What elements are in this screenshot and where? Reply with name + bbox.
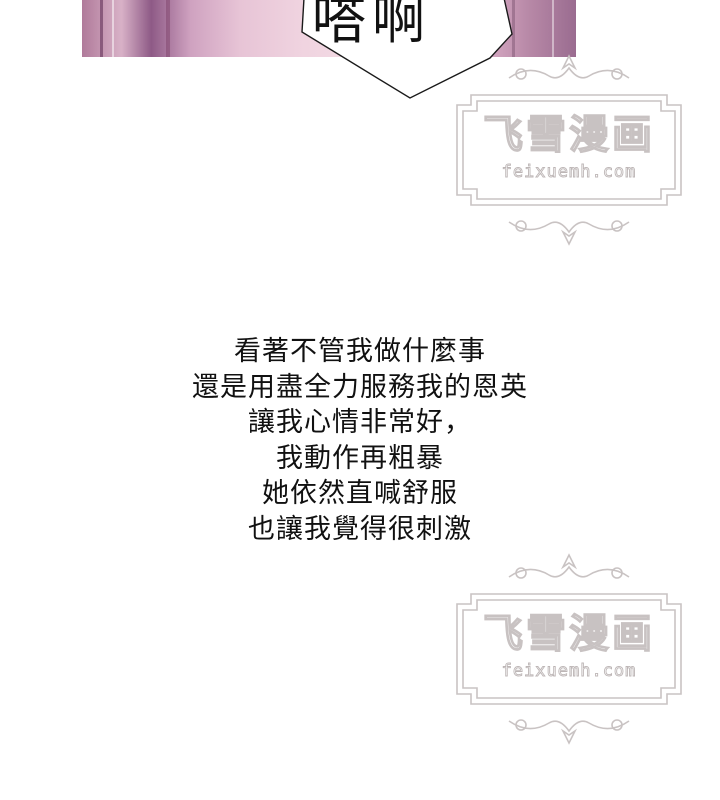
- narration-line: 讓我心情非常好，: [248, 407, 472, 438]
- panel-curtain-stripe: [512, 0, 515, 57]
- watermark-url: feixuemh.com: [501, 661, 637, 682]
- narration-line: 也讓我覺得很刺激: [248, 513, 472, 545]
- narration-line: 還是用盡全力服務我的恩英: [192, 371, 528, 403]
- sfx-text: 嗒啊: [312, 0, 432, 51]
- panel-curtain-stripe: [166, 0, 170, 57]
- panel-curtain-stripe: [552, 0, 554, 57]
- narration-line: 看著不管我做什麼事: [234, 336, 486, 367]
- speech-bubble-shape: [301, 0, 513, 99]
- watermark-title: 飞雪漫画: [482, 111, 655, 158]
- watermark-frame: [456, 54, 682, 246]
- panel-curtain-stripe: [112, 0, 114, 57]
- watermark: 飞雪漫画 feixuemh.com: [449, 549, 689, 749]
- watermark-url: feixuemh.com: [501, 162, 637, 183]
- watermark: 飞雪漫画 feixuemh.com: [449, 50, 689, 250]
- narration-line: 我動作再粗暴: [276, 442, 444, 474]
- narration-box: 看著不管我做什麼事 還是用盡全力服務我的恩英 讓我心情非常好， 我動作再粗暴 她…: [100, 334, 620, 547]
- panel-curtain-stripe: [100, 0, 103, 57]
- watermark-frame: [456, 553, 682, 745]
- narration-line: 她依然直喊舒服: [262, 478, 458, 509]
- watermark-title: 飞雪漫画: [482, 610, 655, 657]
- speech-bubble: 嗒啊: [301, 0, 513, 99]
